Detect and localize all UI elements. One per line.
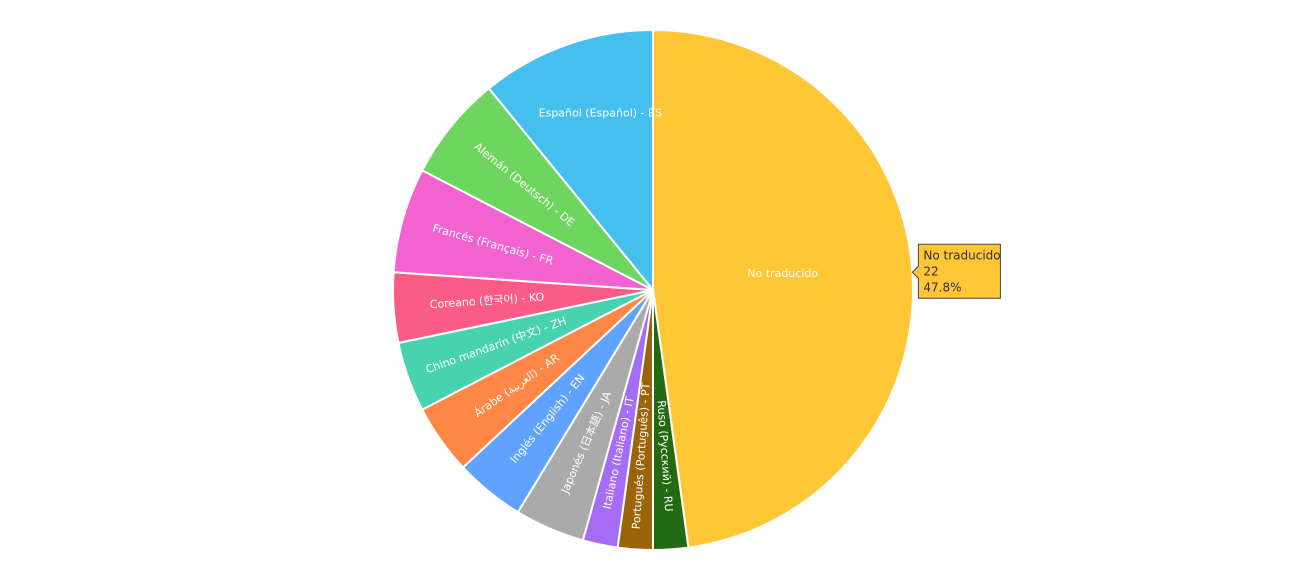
slice-label: No traducido bbox=[747, 267, 818, 280]
tooltip: No traducido 22 47.8% bbox=[911, 243, 1001, 299]
slice-label: Español (Español) - ES bbox=[539, 107, 662, 120]
tooltip-value: 22 bbox=[923, 264, 938, 278]
tooltip-box bbox=[911, 243, 1001, 299]
pie-slice bbox=[487, 28, 654, 293]
tooltip-label: No traducido bbox=[923, 248, 1000, 262]
pie-slice bbox=[652, 28, 914, 549]
tooltip-percent: 47.8% bbox=[923, 280, 961, 294]
